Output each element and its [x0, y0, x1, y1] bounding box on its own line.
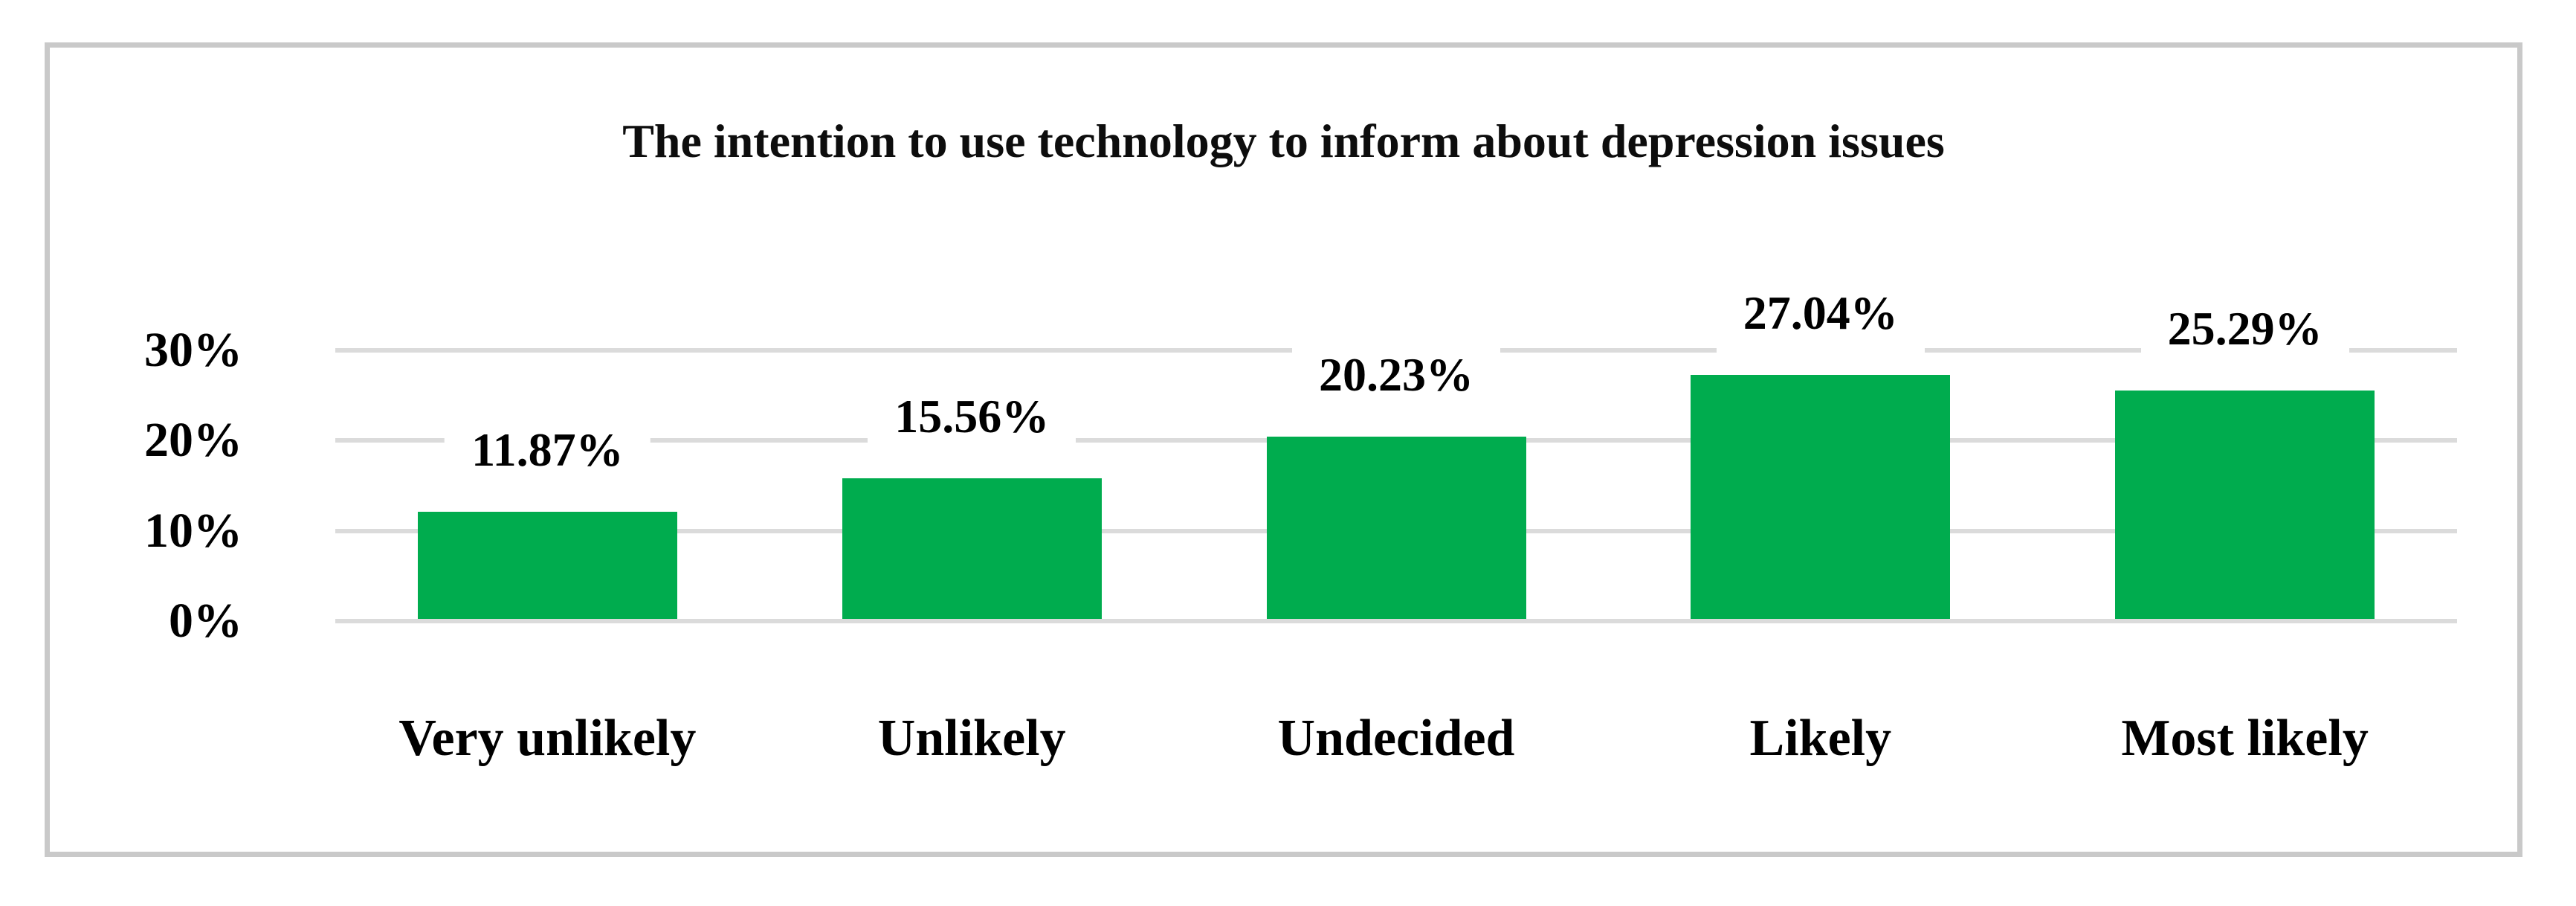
bar-undecided — [1266, 436, 1526, 619]
chart-title: The intention to use technology to infor… — [622, 115, 1945, 167]
y-axis-tick-label: 10% — [144, 503, 242, 558]
x-axis-category-label: Undecided — [1277, 710, 1515, 767]
bar-likely — [1691, 375, 1951, 619]
x-axis-category-label: Very unlikely — [398, 710, 697, 767]
bar-unlikely — [842, 478, 1102, 619]
y-axis-tick-label: 20% — [144, 413, 242, 468]
bar-value-label: 15.56% — [868, 376, 1076, 458]
x-axis-category-label: Likely — [1749, 710, 1892, 767]
y-axis-tick-label: 30% — [144, 323, 242, 378]
bar-most-likely — [2115, 391, 2375, 619]
bar-value-label: 25.29% — [2140, 288, 2349, 370]
gridline-0pct — [335, 619, 2457, 623]
bar-value-label: 11.87% — [445, 409, 651, 492]
x-axis-category-label: Unlikely — [877, 710, 1066, 767]
bar-value-label: 27.04% — [1716, 272, 1925, 354]
bar-very-unlikely — [417, 512, 677, 619]
bar-value-label: 20.23% — [1292, 333, 1500, 416]
x-axis-category-label: Most likely — [2121, 710, 2369, 767]
y-axis-tick-label: 0% — [169, 594, 242, 648]
